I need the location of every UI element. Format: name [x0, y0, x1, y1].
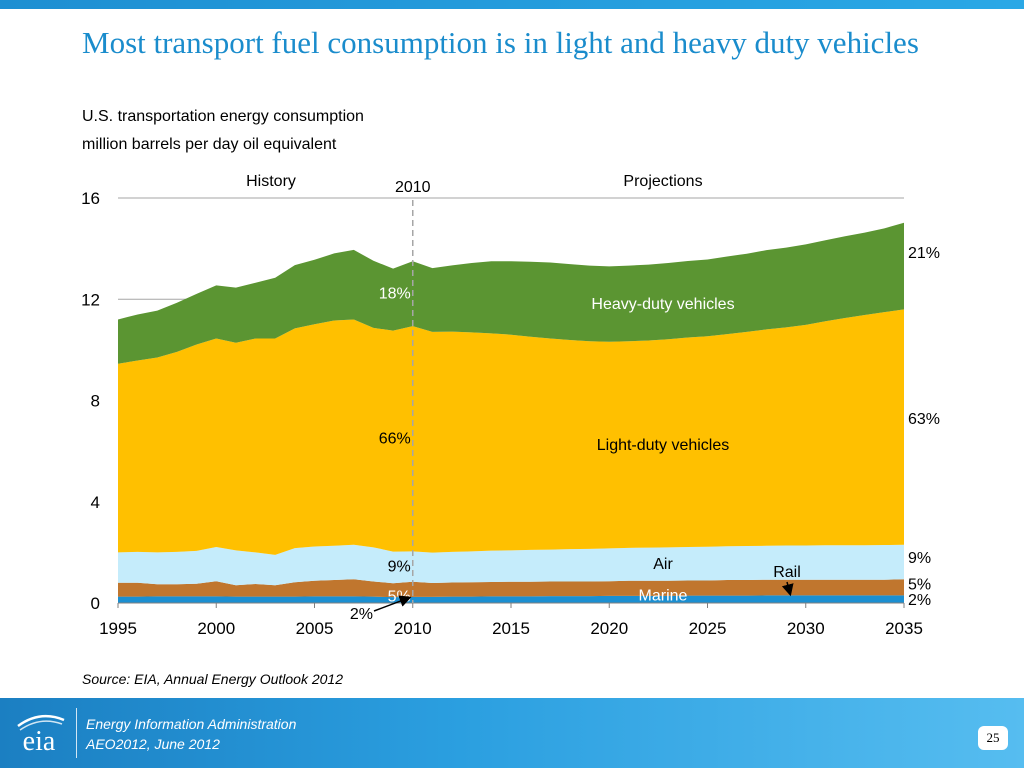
share-2035-air: 9% [908, 550, 931, 567]
x-tick-label: 2035 [885, 619, 923, 638]
area-light-duty-vehicles [118, 309, 904, 555]
footer-agency: Energy Information Administration [86, 716, 297, 732]
eia-logo: eia [10, 708, 68, 758]
x-tick-label: 2030 [787, 619, 825, 638]
share-2010-marine: 5% [388, 588, 411, 605]
rail-pointer-arrow [781, 581, 794, 597]
energy-consumption-chart: 0 4 8 12 16 1995 2000 2005 2010 2015 2020 2025 2030 2… [81, 173, 940, 638]
footer-divider [76, 708, 77, 758]
footer-bar: eia Energy Information Administration AE… [0, 698, 1024, 768]
top-accent-bar [0, 0, 1024, 9]
share-2035-light: 63% [908, 411, 940, 428]
x-tick-label: 2020 [590, 619, 628, 638]
share-2010-heavy: 18% [379, 286, 411, 303]
share-2035-heavy: 21% [908, 245, 940, 262]
marine-series-label: Marine [639, 587, 688, 604]
share-2035-rail: 2% [908, 592, 931, 609]
light-duty-series-label: Light-duty vehicles [597, 437, 730, 454]
history-label: History [246, 173, 296, 190]
y-tick-label: 12 [81, 290, 100, 309]
y-tick-label: 16 [81, 189, 100, 208]
rail-2010-pointer-arrow [373, 595, 412, 612]
rail-series-label: Rail [773, 564, 801, 581]
share-2010-air: 9% [388, 559, 411, 576]
area-heavy-duty-vehicles [118, 222, 904, 364]
slide-title: Most transport fuel consumption is in li… [82, 25, 919, 60]
x-tick-label: 2025 [689, 619, 727, 638]
chart-subtitle-line2: million barrels per day oil equivalent [82, 136, 337, 153]
y-tick-label: 0 [91, 594, 100, 613]
source-note: Source: EIA, Annual Energy Outlook 2012 [82, 671, 343, 687]
share-2010-light: 66% [379, 431, 411, 448]
x-tick-label: 2010 [394, 619, 432, 638]
x-tick-label: 2015 [492, 619, 530, 638]
area-rail [118, 595, 904, 603]
eia-logo-swoosh-icon [17, 714, 65, 731]
share-2035-marine: 5% [908, 576, 931, 593]
y-tick-label: 4 [91, 493, 100, 512]
eia-logo-text: eia [22, 726, 56, 757]
heavy-duty-series-label: Heavy-duty vehicles [591, 296, 734, 313]
chart-subtitle-line1: U.S. transportation energy consumption [82, 108, 364, 125]
x-tick-label: 1995 [99, 619, 137, 638]
x-tick-label: 2005 [296, 619, 334, 638]
divider-year-label: 2010 [395, 179, 431, 196]
share-2010-rail: 2% [350, 606, 373, 623]
projections-label: Projections [623, 173, 702, 190]
area-air [118, 544, 904, 586]
area-marine [118, 579, 904, 598]
y-tick-label: 8 [91, 392, 100, 411]
air-series-label: Air [653, 556, 673, 573]
page-number: 25 [978, 726, 1008, 750]
footer-publication: AEO2012, June 2012 [86, 736, 220, 752]
x-tick-label: 2000 [197, 619, 235, 638]
